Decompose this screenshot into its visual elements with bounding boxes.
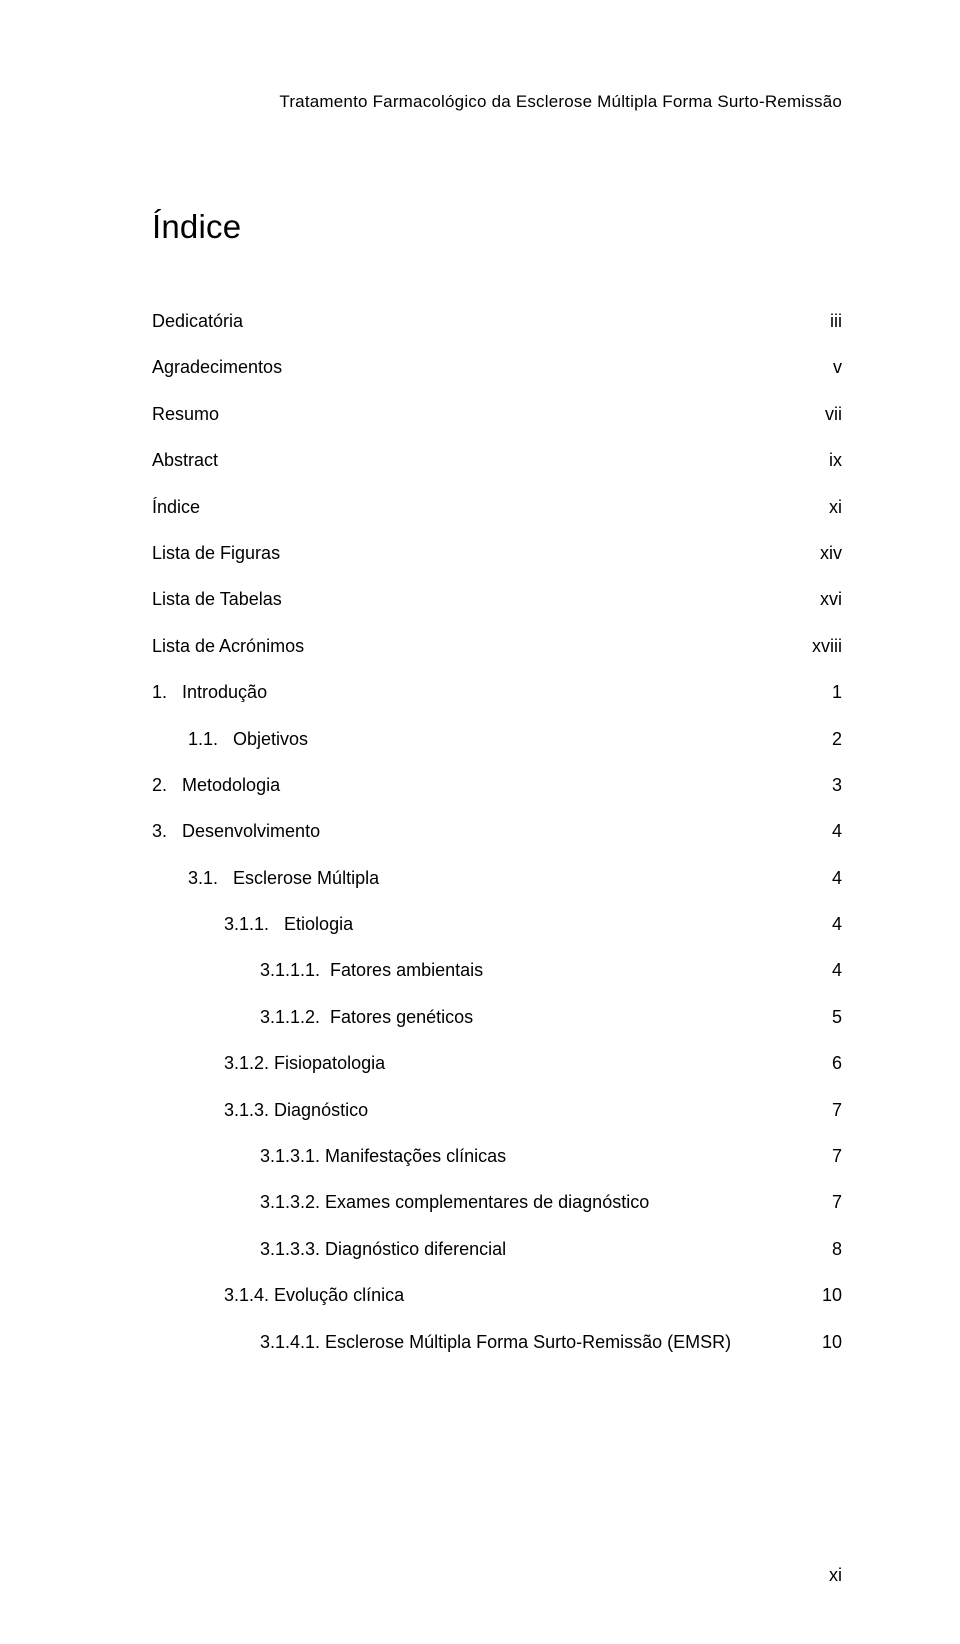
toc-label: Lista de Figuras xyxy=(152,542,280,565)
toc-row: 1.1. Objetivos 2 xyxy=(152,728,842,751)
toc-page-ref: ix xyxy=(809,449,842,472)
toc-label: 3.1.3. Diagnóstico xyxy=(224,1099,368,1122)
toc-row: Agradecimentos v xyxy=(152,356,842,379)
toc-page-ref: 6 xyxy=(812,1052,842,1075)
toc-page-ref: xvi xyxy=(800,588,842,611)
toc-page-ref: 7 xyxy=(812,1145,842,1168)
toc-label: 3.1.4.1. Esclerose Múltipla Forma Surto-… xyxy=(260,1331,731,1354)
toc-page-ref: xviii xyxy=(792,635,842,658)
toc-row: Lista de Acrónimos xviii xyxy=(152,635,842,658)
toc-row: Abstract ix xyxy=(152,449,842,472)
toc-page-ref: 7 xyxy=(812,1099,842,1122)
toc-page-ref: 2 xyxy=(812,728,842,751)
toc-row: 3.1. Esclerose Múltipla 4 xyxy=(152,867,842,890)
toc-label: Lista de Acrónimos xyxy=(152,635,304,658)
toc-row: 3.1.1.2. Fatores genéticos 5 xyxy=(152,1006,842,1029)
toc-page-ref: xiv xyxy=(800,542,842,565)
running-head: Tratamento Farmacológico da Esclerose Mú… xyxy=(152,92,842,112)
toc-page-ref: vii xyxy=(805,403,842,426)
toc-label: Resumo xyxy=(152,403,219,426)
toc-row: 3.1.3. Diagnóstico 7 xyxy=(152,1099,842,1122)
toc-label: 3.1.1. Etiologia xyxy=(224,913,353,936)
toc-label: 1.1. Objetivos xyxy=(188,728,308,751)
toc-page-ref: 10 xyxy=(802,1331,842,1354)
toc-row: 2. Metodologia 3 xyxy=(152,774,842,797)
toc-page-ref: 5 xyxy=(812,1006,842,1029)
toc-page-ref: xi xyxy=(809,496,842,519)
toc-page-ref: 7 xyxy=(812,1191,842,1214)
page-number: xi xyxy=(829,1565,842,1586)
toc-label: Lista de Tabelas xyxy=(152,588,282,611)
toc-label: Índice xyxy=(152,496,200,519)
toc-label: 3.1.1.2. Fatores genéticos xyxy=(260,1006,473,1029)
toc-label: Abstract xyxy=(152,449,218,472)
toc-label: Agradecimentos xyxy=(152,356,282,379)
toc-label: 3.1.2. Fisiopatologia xyxy=(224,1052,385,1075)
toc-page-ref: 1 xyxy=(812,681,842,704)
toc-row: Dedicatória iii xyxy=(152,310,842,333)
toc-row: Lista de Figuras xiv xyxy=(152,542,842,565)
toc-row: Resumo vii xyxy=(152,403,842,426)
toc-page-ref: iii xyxy=(810,310,842,333)
toc-row: 1. Introdução 1 xyxy=(152,681,842,704)
toc-frontmatter: Dedicatória iii Agradecimentos v Resumo vii Ab… xyxy=(152,310,842,658)
toc-row: 3.1.1. Etiologia 4 xyxy=(152,913,842,936)
toc-label: 3.1. Esclerose Múltipla xyxy=(188,867,379,890)
toc-label: 3.1.3.3. Diagnóstico diferencial xyxy=(260,1238,506,1261)
toc-row: 3.1.1.1. Fatores ambientais 4 xyxy=(152,959,842,982)
toc-row: Lista de Tabelas xvi xyxy=(152,588,842,611)
toc-label: 2. Metodologia xyxy=(152,774,280,797)
toc-label: 1. Introdução xyxy=(152,681,267,704)
toc-label: 3.1.4. Evolução clínica xyxy=(224,1284,404,1307)
toc-page-ref: 4 xyxy=(812,820,842,843)
toc-page-ref: 4 xyxy=(812,867,842,890)
toc-label: 3.1.3.2. Exames complementares de diagnó… xyxy=(260,1191,649,1214)
toc-row: Índice xi xyxy=(152,496,842,519)
toc-page-ref: 8 xyxy=(812,1238,842,1261)
toc-row: 3.1.2. Fisiopatologia 6 xyxy=(152,1052,842,1075)
toc-label: Dedicatória xyxy=(152,310,243,333)
toc-page-ref: 3 xyxy=(812,774,842,797)
toc-label: 3.1.1.1. Fatores ambientais xyxy=(260,959,483,982)
toc-entries: 1. Introdução 1 1.1. Objetivos 2 2. Metodolo… xyxy=(152,681,842,1354)
toc-row: 3.1.4. Evolução clínica 10 xyxy=(152,1284,842,1307)
page-title: Índice xyxy=(152,208,842,246)
toc-row: 3.1.4.1. Esclerose Múltipla Forma Surto-… xyxy=(152,1331,842,1354)
toc-page-ref: v xyxy=(813,356,842,379)
toc-label: 3. Desenvolvimento xyxy=(152,820,320,843)
toc-label: 3.1.3.1. Manifestações clínicas xyxy=(260,1145,506,1168)
toc-row: 3.1.3.1. Manifestações clínicas 7 xyxy=(152,1145,842,1168)
toc-row: 3. Desenvolvimento 4 xyxy=(152,820,842,843)
toc-row: 3.1.3.3. Diagnóstico diferencial 8 xyxy=(152,1238,842,1261)
toc-row: 3.1.3.2. Exames complementares de diagnó… xyxy=(152,1191,842,1214)
toc-page-ref: 4 xyxy=(812,959,842,982)
toc-page-ref: 4 xyxy=(812,913,842,936)
page: Tratamento Farmacológico da Esclerose Mú… xyxy=(0,0,960,1644)
toc-page-ref: 10 xyxy=(802,1284,842,1307)
